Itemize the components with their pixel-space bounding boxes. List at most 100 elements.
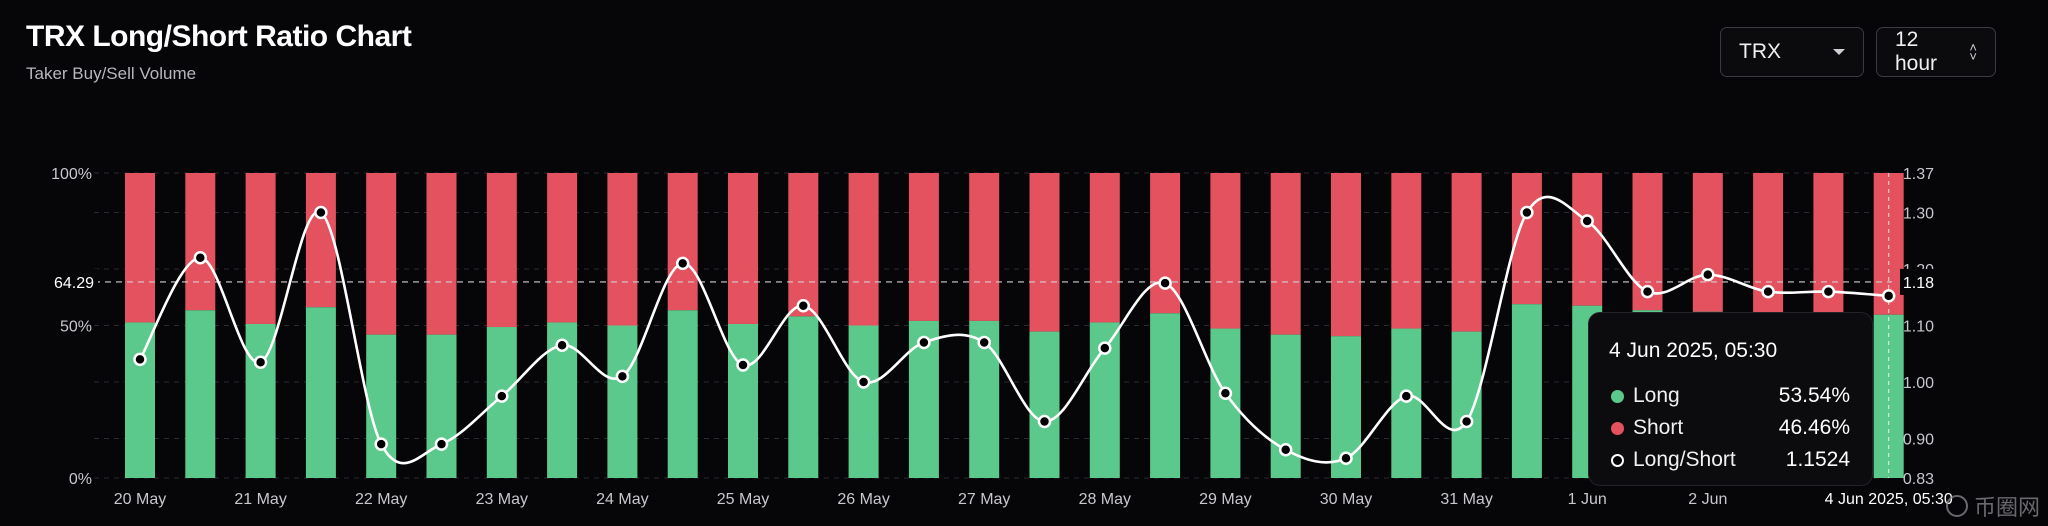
bar-short xyxy=(245,173,276,324)
ratio-point xyxy=(1218,386,1233,401)
ratio-point xyxy=(917,335,931,350)
interval-select[interactable]: 12 hour ˄ ˅ xyxy=(1876,27,1996,77)
bar-short xyxy=(305,173,336,308)
chevron-down-icon xyxy=(1833,49,1845,55)
y-right-tick-label: 1.10 xyxy=(1903,319,1934,336)
bar-long xyxy=(125,322,155,478)
ratio-point xyxy=(1158,276,1172,290)
bar-long xyxy=(788,316,819,478)
bar-long xyxy=(728,323,758,478)
y-left-tick-label: 0% xyxy=(69,471,92,488)
tooltip-label: Long/Short xyxy=(1633,448,1736,471)
coin-select-value: TRX xyxy=(1739,40,1781,63)
short-dot-icon xyxy=(1611,421,1624,435)
crosshair-left-label-bg xyxy=(44,268,98,295)
x-tick-label: 4 Jun 2025, 05:30 xyxy=(1825,491,1953,508)
ratio-point xyxy=(434,437,449,451)
x-tick-label: 24 May xyxy=(596,491,648,508)
ratio-point xyxy=(1821,284,1836,299)
bar-long xyxy=(848,325,879,478)
bar-long xyxy=(1210,328,1241,478)
bar-short xyxy=(426,173,457,335)
bar-long xyxy=(1451,331,1482,478)
ratio-point xyxy=(1399,389,1414,403)
bar-short xyxy=(1029,173,1060,332)
bar-short xyxy=(547,173,578,323)
bar-short xyxy=(1331,173,1361,337)
y-right-tick-label: 0.83 xyxy=(1903,471,1934,488)
chevron-up-down-icon: ˄ ˅ xyxy=(1969,40,1977,64)
y-right-tick-label: 0.90 xyxy=(1903,431,1934,448)
ratio-point xyxy=(1339,451,1353,465)
ratio-point xyxy=(133,352,147,367)
ratio-point xyxy=(1278,443,1293,457)
page-subtitle: Taker Buy/Sell Volume xyxy=(26,64,197,83)
ratio-point xyxy=(1881,289,1896,303)
x-tick-label: 26 May xyxy=(837,491,889,508)
tooltip-value: 53.54% xyxy=(1778,384,1850,407)
y-right-tick-label: 1.30 xyxy=(1903,206,1934,223)
watermark-logo-icon xyxy=(1945,495,1968,517)
ratio-point xyxy=(1520,205,1534,220)
bar-long xyxy=(1150,313,1181,478)
bar-short xyxy=(788,173,819,317)
crosshair-right-label-bg xyxy=(1900,268,1950,295)
interval-select-value: 12 hour xyxy=(1895,28,1938,75)
bar-short xyxy=(1210,173,1241,329)
bar-short xyxy=(969,173,1000,321)
ratio-point xyxy=(977,335,991,350)
bar-long xyxy=(305,307,336,478)
bar-short xyxy=(366,173,397,335)
watermark-text: 币圈网 xyxy=(1973,495,2040,520)
x-tick-label: 31 May xyxy=(1440,491,1492,508)
ratio-ring-icon xyxy=(1611,453,1624,467)
bar-short xyxy=(185,173,216,311)
ratio-point xyxy=(314,205,328,220)
bar-long xyxy=(1029,331,1060,478)
ratio-point xyxy=(193,250,208,265)
ratio-point xyxy=(615,369,630,384)
bar-short xyxy=(1572,173,1603,306)
bar-short xyxy=(1089,173,1120,323)
tooltip-row-ratio: Long/Short 1.1524 xyxy=(1609,448,1850,471)
ratio-point xyxy=(1640,284,1655,299)
crosshair-right-label: 1.18 xyxy=(1903,275,1934,292)
x-tick-label: 29 May xyxy=(1199,491,1251,508)
bar-short xyxy=(1391,173,1422,329)
crosshair-left-label: 64.29 xyxy=(54,275,94,292)
ratio-point xyxy=(1098,341,1112,355)
tooltip-label: Long xyxy=(1633,384,1680,407)
bar-long xyxy=(185,310,216,478)
bar-short xyxy=(125,173,155,323)
x-tick-label: 20 May xyxy=(114,491,166,508)
ratio-point xyxy=(1580,214,1594,228)
bar-long xyxy=(426,334,457,478)
x-tick-label: 21 May xyxy=(234,491,286,508)
tooltip-row-long: Long 53.54% xyxy=(1609,384,1850,407)
ratio-point xyxy=(1037,414,1052,429)
ratio-point xyxy=(374,437,388,451)
ratio-point xyxy=(856,375,871,389)
x-tick-label: 30 May xyxy=(1320,491,1372,508)
ratio-point xyxy=(495,389,509,403)
bar-short xyxy=(908,173,939,321)
ratio-point xyxy=(555,338,569,353)
long-dot-icon xyxy=(1611,389,1624,403)
tooltip-label: Short xyxy=(1633,416,1684,439)
tooltip-value: 46.46% xyxy=(1778,416,1850,439)
bar-short xyxy=(607,173,638,326)
bar-long xyxy=(607,325,638,478)
bar-short xyxy=(1692,173,1723,312)
ratio-point xyxy=(1459,414,1474,429)
ratio-point xyxy=(253,355,268,369)
bar-short xyxy=(1270,173,1301,335)
ratio-point xyxy=(796,298,811,313)
coin-select[interactable]: TRX xyxy=(1720,27,1864,77)
y-left-tick-label: 50% xyxy=(60,319,92,336)
watermark: 币圈网 xyxy=(1945,490,2040,522)
tooltip-value: 1.1524 xyxy=(1785,448,1850,471)
bar-long xyxy=(667,310,698,478)
y-left-tick-label: 100% xyxy=(51,166,92,183)
ratio-point xyxy=(675,256,690,271)
